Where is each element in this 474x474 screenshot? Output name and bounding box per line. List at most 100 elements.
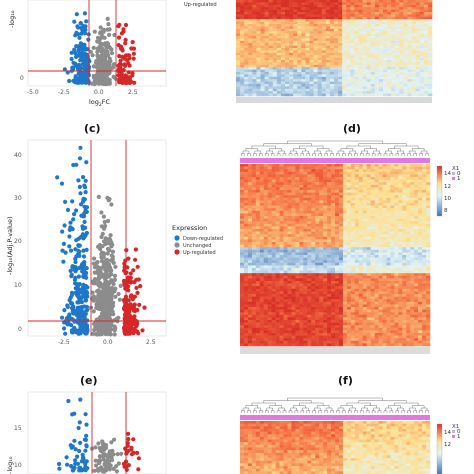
heatmap-cell: [378, 45, 384, 49]
heatmap-cell: [414, 223, 419, 227]
heatmap-cell: [407, 86, 412, 90]
heatmap-cell: [271, 166, 276, 170]
heatmap-cell: [422, 223, 427, 227]
heatmap-cell: [419, 48, 425, 51]
heatmap-cell: [395, 55, 400, 58]
heatmap-cell: [418, 164, 423, 167]
heatmap-cell: [309, 21, 314, 25]
heatmap-cell: [374, 12, 380, 15]
heatmap-cell: [301, 88, 306, 92]
heatmap-cell: [411, 31, 416, 34]
heatmap-cell: [350, 184, 356, 188]
heatmap-cell: [236, 40, 241, 44]
data-point: [74, 12, 79, 17]
heatmap-cell: [402, 236, 407, 240]
heatmap-cell: [370, 48, 376, 51]
dendrogram-branch: [282, 153, 287, 156]
heatmap-cell: [390, 234, 395, 238]
heatmap-cell: [350, 93, 355, 97]
heatmap-cell: [378, 164, 383, 167]
heatmap-cell: [329, 52, 335, 56]
heatmap-cell: [247, 229, 253, 232]
heatmap-cell: [293, 24, 298, 27]
heatmap-cell: [243, 192, 249, 196]
heatmap-cell: [264, 33, 269, 37]
heatmap-cell: [402, 213, 407, 217]
heatmap-cell: [394, 226, 399, 230]
heatmap-cell: [358, 174, 364, 178]
heatmap-cell: [370, 218, 375, 222]
heatmap-cell: [255, 239, 261, 243]
heatmap-cell: [334, 0, 339, 3]
heatmap-cell: [287, 177, 292, 180]
heatmap-cell: [299, 226, 304, 230]
heatmap-cell: [267, 203, 272, 206]
heatmap-cell: [342, 60, 347, 63]
heatmap-cell: [358, 72, 363, 75]
heatmap-cell: [307, 210, 312, 214]
heatmap-cell: [315, 203, 320, 206]
heatmap-cell: [244, 38, 249, 42]
heatmap-cell: [366, 239, 371, 243]
heatmap-cell: [240, 74, 245, 78]
y-tick-0: 0: [18, 326, 22, 333]
heatmap-cell: [280, 26, 286, 30]
heatmap-cell: [386, 226, 391, 230]
heatmap-cell: [395, 64, 400, 68]
data-point: [73, 268, 78, 273]
heatmap-cell: [362, 72, 367, 75]
x-tick-4: 2.5: [128, 89, 138, 96]
heatmap-cell: [378, 166, 383, 170]
data-point: [130, 40, 135, 45]
heatmap-cell: [370, 67, 376, 70]
heatmap-cell: [268, 79, 274, 82]
heatmap-cell: [268, 12, 274, 15]
heatmap-cell: [387, 14, 392, 18]
heatmap-cell: [395, 36, 400, 39]
heatmap-cell: [259, 187, 265, 191]
heatmap-cell: [394, 218, 399, 222]
heatmap-cell: [280, 40, 286, 44]
data-point: [74, 162, 79, 167]
heatmap-cell: [403, 55, 408, 58]
heatmap-cell: [293, 67, 298, 70]
heatmap-cell: [309, 28, 314, 32]
heatmap-cell: [415, 86, 421, 90]
heatmap-cell: [423, 72, 429, 75]
heatmap-cell: [309, 67, 314, 70]
heatmap-cell: [406, 234, 411, 238]
heatmap-cell: [301, 86, 306, 90]
heatmap-cell: [280, 52, 286, 56]
heatmap-cell: [383, 79, 388, 82]
heatmap-cell: [366, 33, 372, 37]
heatmap-cell: [338, 16, 343, 20]
heatmap-cell: [422, 234, 427, 238]
heatmap-cell: [287, 205, 292, 209]
heatmap-cell: [264, 67, 269, 70]
heatmap-cell: [271, 171, 276, 175]
data-point: [126, 275, 131, 280]
heatmap-cell: [236, 57, 241, 61]
heatmap-cell: [378, 55, 384, 58]
heatmap-cell: [374, 239, 379, 243]
heatmap-cell: [236, 4, 241, 8]
heatmap-cell: [382, 239, 387, 243]
heatmap-cell: [338, 239, 344, 243]
heatmap-cell: [410, 197, 415, 201]
heatmap-cell: [244, 45, 249, 49]
heatmap-cell: [259, 197, 265, 201]
heatmap-cell: [399, 12, 404, 15]
heatmap-cell: [331, 190, 336, 193]
heatmap-cell: [374, 40, 380, 44]
heatmap-cell: [366, 88, 372, 92]
heatmap-cell: [427, 93, 433, 97]
data-point: [77, 243, 82, 248]
data-point: [104, 257, 110, 262]
heatmap-cell: [402, 231, 407, 235]
heatmap-cell: [256, 50, 261, 54]
heatmap-cell: [285, 93, 290, 97]
heatmap-cell: [327, 182, 332, 186]
heatmap-cell: [406, 179, 411, 183]
heatmap-cell: [280, 45, 286, 49]
heatmap-cell: [267, 221, 272, 225]
